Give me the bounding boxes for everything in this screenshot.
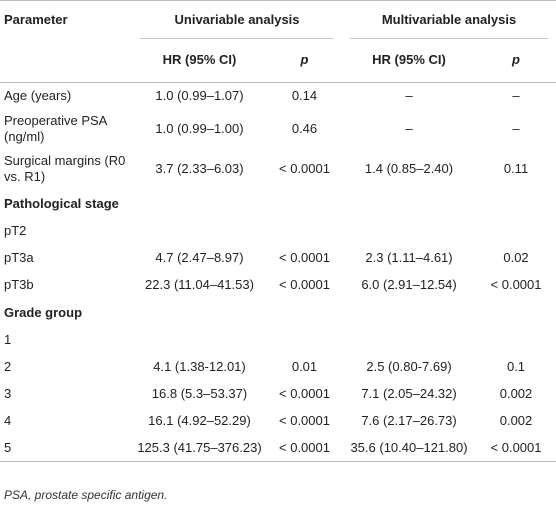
multivariable-p: 0.002 — [499, 386, 533, 401]
table-row: Surgical margins (R0 vs. R1) 3.7 (2.33–6… — [0, 148, 556, 190]
row-label: Surgical margins (R0 vs. R1) — [4, 152, 126, 184]
section-title: Pathological stage — [4, 195, 119, 211]
univariable-p: 0.14 — [291, 88, 318, 104]
table-row: Preoperative PSA (ng/ml) 1.0 (0.99–1.00)… — [0, 110, 556, 148]
multivariable-p: < 0.0001 — [490, 277, 542, 292]
univariable-hr-header: HR (95% CI) — [162, 52, 237, 68]
multivariable-hr: 7.1 (2.05–24.32) — [361, 386, 457, 401]
univariable-p: < 0.0001 — [279, 250, 330, 265]
row-label: 5 — [4, 439, 12, 455]
univariable-p: < 0.0001 — [279, 160, 330, 176]
table-row: 3 16.8 (5.3–53.37) < 0.0001 7.1 (2.05–24… — [0, 381, 556, 408]
univariable-p: 0.01 — [291, 359, 318, 374]
multivariable-hr: 35.6 (10.40–121.80) — [350, 439, 468, 455]
multivariable-p: < 0.0001 — [490, 439, 542, 455]
section-header-row: Pathological stage — [0, 190, 556, 218]
multivariable-header-label: Multivariable analysis — [381, 11, 517, 27]
multivariable-hr: 2.5 (0.80-7.69) — [366, 359, 452, 374]
table-row: 1 — [0, 327, 556, 354]
univariable-p-header: p — [300, 52, 309, 68]
header-row-groups: Parameter Univariable analysis Multivari… — [0, 0, 556, 39]
univariable-hr: 22.3 (11.04–41.53) — [145, 277, 254, 292]
multivariable-hr: – — [405, 88, 413, 104]
parameter-header: Parameter — [4, 11, 68, 27]
univariable-p: < 0.0001 — [279, 386, 330, 401]
multivariable-p: – — [512, 88, 520, 104]
univariable-underline — [140, 37, 335, 39]
table-row: pT3a 4.7 (2.47–8.97) < 0.0001 2.3 (1.11–… — [0, 245, 556, 272]
row-label: 3 — [4, 386, 12, 401]
univariable-p: < 0.0001 — [279, 413, 330, 428]
univariable-p: 0.46 — [291, 120, 318, 136]
univariable-hr: 16.8 (5.3–53.37) — [151, 386, 248, 401]
row-label: pT3b — [4, 277, 34, 292]
univariable-p: < 0.0001 — [279, 439, 330, 455]
multivariable-p: 0.1 — [506, 359, 526, 374]
univariable-hr: 125.3 (41.75–376.23) — [137, 439, 262, 455]
univariable-header: Univariable analysis — [132, 1, 342, 39]
multivariable-hr: 2.3 (1.11–4.61) — [365, 250, 453, 265]
multivariable-hr: 7.6 (2.17–26.73) — [361, 413, 457, 428]
multivariable-p — [476, 218, 556, 245]
multivariable-hr: 1.4 (0.85–2.40) — [364, 160, 454, 176]
row-label: Age (years) — [4, 88, 72, 104]
univariable-hr — [132, 218, 267, 245]
row-label: 1 — [4, 332, 12, 347]
table-row: pT2 — [0, 218, 556, 245]
section-title: Grade group — [4, 304, 83, 320]
univariable-p — [267, 327, 342, 354]
multivariable-hr: 6.0 (2.91–12.54) — [361, 277, 457, 292]
univariable-hr: 1.0 (0.99–1.00) — [155, 120, 244, 136]
multivariable-p: 0.002 — [499, 413, 533, 428]
section-header-row: Grade group — [0, 299, 556, 327]
table-row: pT3b 22.3 (11.04–41.53) < 0.0001 6.0 (2.… — [0, 272, 556, 299]
multivariable-p — [476, 327, 556, 354]
multivariable-hr-header: HR (95% CI) — [372, 52, 446, 68]
univariable-hr: 3.7 (2.33–6.03) — [155, 160, 244, 176]
univariable-header-label: Univariable analysis — [174, 11, 300, 27]
row-label: Preoperative PSA (ng/ml) — [4, 112, 107, 144]
multivariable-p: 0.02 — [503, 250, 529, 265]
univariable-hr — [132, 327, 267, 354]
table-footnote: PSA, prostate specific antigen. — [4, 488, 168, 502]
multivariable-p: 0.11 — [503, 160, 529, 176]
row-label: 4 — [4, 413, 12, 428]
table-row: Age (years) 1.0 (0.99–1.07) 0.14 – – — [0, 83, 556, 110]
univariable-hr: 16.1 (4.92–52.29) — [148, 413, 251, 428]
univariable-p: < 0.0001 — [279, 277, 330, 292]
univariable-hr: 1.0 (0.99–1.07) — [155, 88, 244, 104]
multivariable-header: Multivariable analysis — [342, 1, 556, 39]
univariable-hr: 4.1 (1.38-12.01) — [153, 359, 246, 374]
row-label: pT3a — [4, 250, 34, 265]
header-row-columns: HR (95% CI) p HR (95% CI) p — [0, 39, 556, 83]
table-row: 5 125.3 (41.75–376.23) < 0.0001 35.6 (10… — [0, 435, 556, 462]
table-row: 4 16.1 (4.92–52.29) < 0.0001 7.6 (2.17–2… — [0, 408, 556, 435]
table-row: 2 4.1 (1.38-12.01) 0.01 2.5 (0.80-7.69) … — [0, 354, 556, 381]
multivariable-hr — [342, 218, 476, 245]
blank-header — [0, 39, 132, 83]
multivariable-p: – — [512, 120, 520, 136]
univariable-p — [267, 218, 342, 245]
row-label: 2 — [4, 359, 12, 374]
multivariable-hr: – — [405, 120, 413, 136]
multivariable-p-header: p — [512, 52, 520, 68]
multivariable-underline — [350, 37, 549, 39]
row-label: pT2 — [4, 223, 27, 238]
univariable-hr: 4.7 (2.47–8.97) — [155, 250, 244, 265]
results-table: Parameter Univariable analysis Multivari… — [0, 0, 556, 462]
multivariable-hr — [342, 327, 476, 354]
